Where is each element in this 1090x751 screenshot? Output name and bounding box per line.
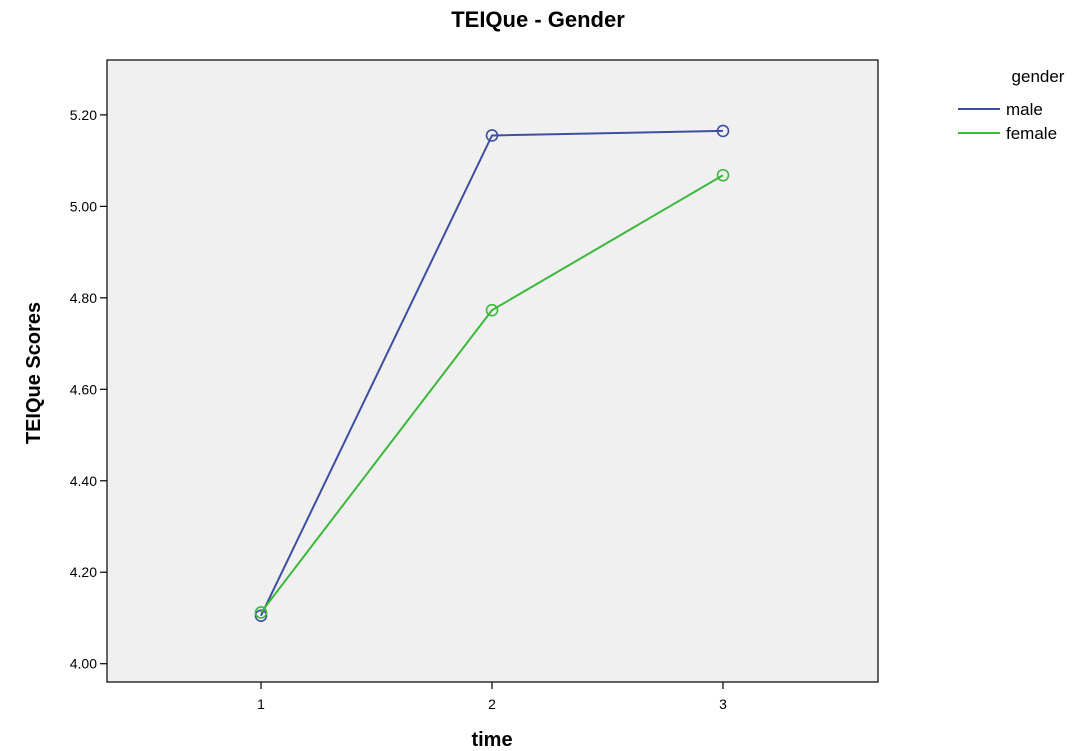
y-tick-label: 4.40 [70,473,97,489]
y-tick-label: 5.20 [70,107,97,123]
y-axis-label: TEIQue Scores [23,302,45,444]
data-point-male [716,124,730,138]
data-point-female [254,606,268,619]
x-tick-label: 3 [719,696,727,712]
x-tick-label: 1 [257,696,265,712]
data-point-male [485,129,499,142]
y-tick-label: 4.20 [70,564,97,580]
legend-label-male: male [1006,100,1043,119]
series-line-female [260,174,724,614]
y-axis: 4.00 4.20 4.40 4.60 4.80 5.00 5.20 [70,107,107,672]
legend: gender male female [958,67,1065,143]
x-axis-label: time [471,729,512,751]
y-tick-label: 5.00 [70,198,97,214]
series-layer [254,124,730,622]
series-line-male [260,129,724,617]
y-tick-label: 4.60 [70,381,97,397]
y-tick-label: 4.80 [70,290,97,306]
legend-label-female: female [1006,124,1057,143]
plot-area [106,59,879,683]
data-point-female [485,303,499,317]
x-tick-label: 2 [488,696,496,712]
x-axis: 1 2 3 [257,682,727,712]
data-point-female [716,168,730,182]
data-point-male [254,609,268,622]
chart-title: TEIQue - Gender [451,7,625,32]
y-tick-label: 4.00 [70,656,97,672]
legend-title: gender [1012,67,1065,86]
